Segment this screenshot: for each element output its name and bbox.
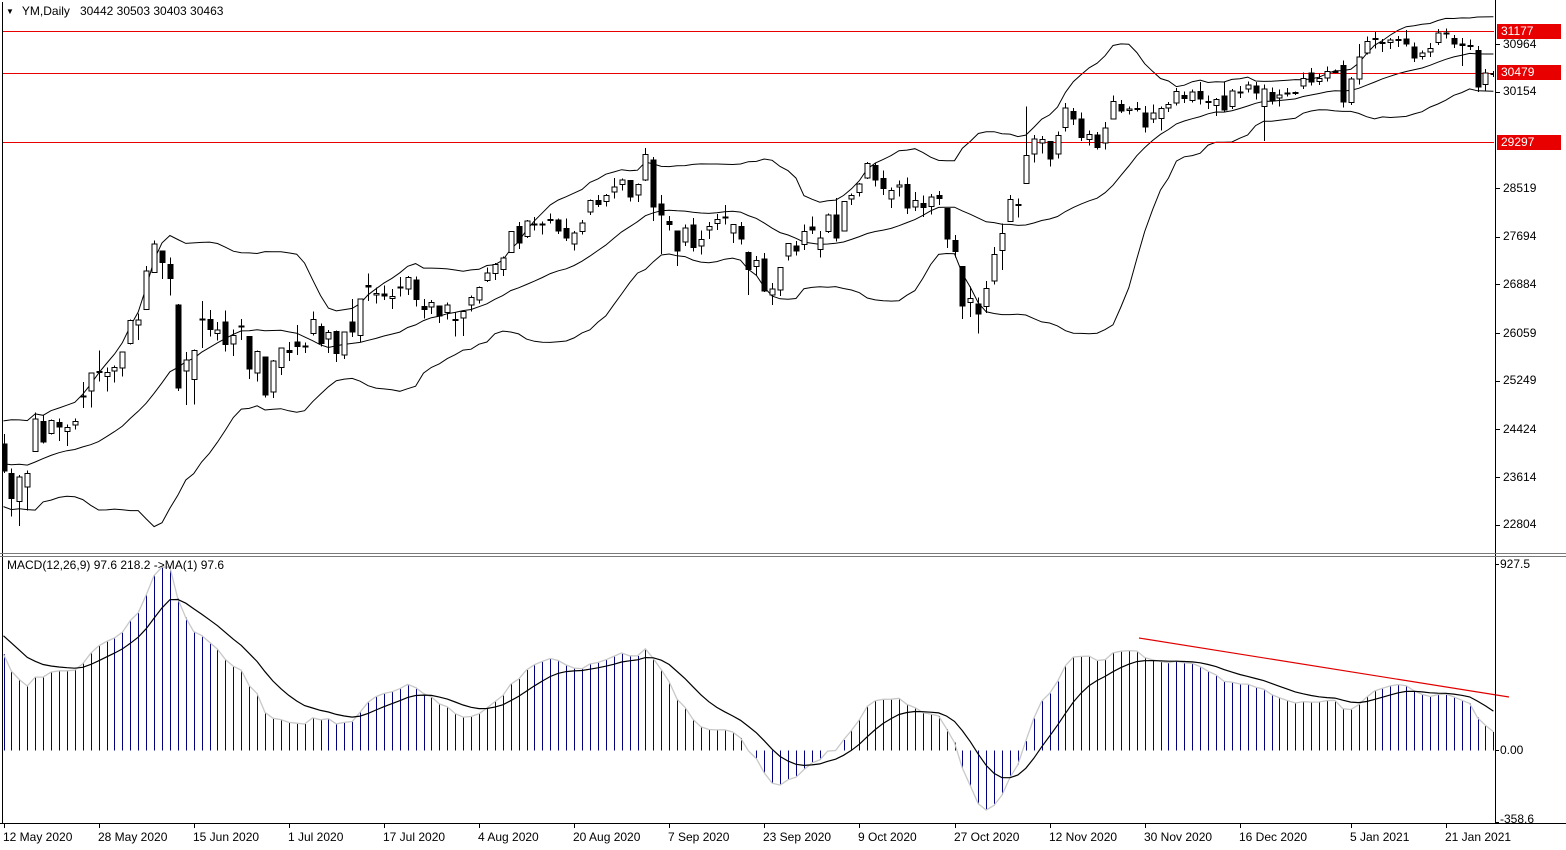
price-axis-label: 23614 [1503, 470, 1537, 484]
chevron-down-icon: ▼ [6, 7, 14, 16]
macd-axis-label: -358.6 [1500, 812, 1535, 826]
date-axis-label: 23 Sep 2020 [763, 830, 832, 844]
candles [3, 28, 1494, 526]
date-axis-label: 16 Dec 2020 [1239, 830, 1308, 844]
price-axis-label: 28519 [1503, 181, 1537, 195]
price-line-tag[interactable]: 29297 [1497, 135, 1561, 150]
date-axis-label: 1 Jul 2020 [288, 830, 344, 844]
date-axis-label: 4 Aug 2020 [478, 830, 539, 844]
chart-frame [0, 0, 1566, 828]
price-axis-label: 26059 [1503, 326, 1537, 340]
macd-trendline[interactable] [1138, 637, 1510, 698]
date-axis-label: 28 May 2020 [98, 830, 168, 844]
bollinger-upper-band [3, 16, 1494, 422]
price-line-tag[interactable]: 30479 [1497, 65, 1561, 80]
date-axis-label: 5 Jan 2021 [1350, 830, 1410, 844]
price-axis-label: 24424 [1503, 422, 1537, 436]
price-axis-label: 27694 [1503, 229, 1537, 243]
macd-axis-label: 927.5 [1500, 557, 1531, 571]
macd-ma1-line [3, 566, 1494, 811]
macd-axis-label: 0.00 [1500, 743, 1524, 757]
date-axis-label: 20 Aug 2020 [573, 830, 641, 844]
date-axis-label: 9 Oct 2020 [858, 830, 917, 844]
price-axis-label: 30154 [1503, 84, 1537, 98]
price-line-tag[interactable]: 31177 [1497, 24, 1561, 39]
macd-indicator-label: MACD(12,26,9) 97.6 218.2 ->MA(1) 97.6 [7, 558, 225, 572]
bollinger-lower-band [3, 88, 1494, 528]
price-panel[interactable] [2, 16, 1496, 528]
chart-title-bar: ▼ YM,Daily 30442 30503 30403 30463 [0, 3, 223, 19]
symbol-period-label: YM,Daily [21, 4, 70, 18]
date-axis-label: 30 Nov 2020 [1144, 830, 1213, 844]
date-axis-label: 7 Sep 2020 [668, 830, 730, 844]
price-axis-label: 26884 [1503, 277, 1537, 291]
price-axis-label: 25249 [1503, 373, 1537, 387]
date-axis-label: 27 Oct 2020 [954, 830, 1020, 844]
date-axis-label: 15 Jun 2020 [193, 830, 260, 844]
macd-panel[interactable] [3, 566, 1494, 811]
price-axis-label: 30964 [1503, 37, 1537, 51]
date-axis-label: 12 Nov 2020 [1049, 830, 1118, 844]
macd-signal-line [3, 598, 1494, 779]
date-axis-label: 12 May 2020 [3, 830, 73, 844]
date-axis-label: 17 Jul 2020 [383, 830, 446, 844]
price-axis-label: 22804 [1503, 517, 1537, 531]
title-ohlc-values: 30442 30503 30403 30463 [79, 4, 224, 18]
bollinger-middle-band [3, 52, 1494, 466]
date-axis-label: 21 Jan 2021 [1445, 830, 1512, 844]
